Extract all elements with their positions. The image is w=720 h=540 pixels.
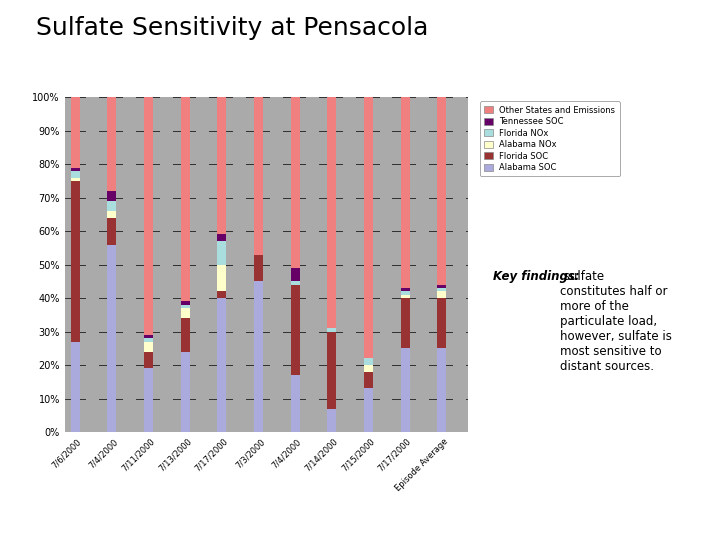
Bar bbox=[107, 218, 117, 245]
Bar bbox=[254, 254, 263, 281]
Bar bbox=[437, 285, 446, 288]
Bar bbox=[400, 348, 410, 432]
Bar bbox=[416, 97, 429, 432]
Bar bbox=[364, 365, 373, 372]
Bar bbox=[437, 292, 446, 298]
Bar bbox=[437, 298, 446, 348]
Bar bbox=[160, 97, 173, 432]
Bar bbox=[107, 201, 117, 211]
Bar bbox=[328, 328, 336, 332]
Bar bbox=[328, 97, 336, 328]
Bar bbox=[181, 352, 190, 432]
Bar bbox=[453, 97, 466, 432]
Bar bbox=[217, 241, 227, 265]
Bar bbox=[217, 97, 227, 234]
Bar bbox=[71, 181, 80, 342]
Bar bbox=[291, 375, 300, 432]
Bar bbox=[181, 318, 190, 352]
Bar bbox=[181, 301, 190, 305]
Bar bbox=[86, 97, 99, 432]
Bar bbox=[400, 298, 410, 348]
Bar bbox=[71, 178, 80, 181]
Bar bbox=[254, 281, 263, 432]
Text: Sulfate Sensitivity at Pensacola: Sulfate Sensitivity at Pensacola bbox=[36, 16, 428, 40]
Bar bbox=[306, 97, 319, 432]
Bar bbox=[343, 97, 356, 432]
Bar bbox=[217, 234, 227, 241]
Bar bbox=[107, 245, 117, 432]
Bar bbox=[217, 292, 227, 298]
Bar bbox=[181, 308, 190, 318]
Bar bbox=[400, 295, 410, 298]
Bar bbox=[291, 97, 300, 268]
Bar bbox=[107, 97, 117, 191]
Bar bbox=[144, 352, 153, 368]
Bar bbox=[217, 298, 227, 432]
Bar bbox=[291, 281, 300, 285]
Bar bbox=[107, 191, 117, 201]
Bar bbox=[254, 97, 263, 254]
Bar bbox=[71, 342, 80, 432]
Bar bbox=[379, 97, 392, 432]
Bar bbox=[71, 97, 80, 167]
Bar bbox=[144, 338, 153, 342]
Text: Key findings:: Key findings: bbox=[493, 270, 580, 283]
Bar bbox=[181, 305, 190, 308]
Bar bbox=[437, 97, 446, 285]
Bar bbox=[144, 335, 153, 338]
Bar bbox=[364, 388, 373, 432]
Bar bbox=[123, 97, 136, 432]
Bar bbox=[144, 368, 153, 432]
Bar bbox=[400, 288, 410, 292]
Legend: Other States and Emissions, Tennessee SOC, Florida NOx, Alabama NOx, Florida SOC: Other States and Emissions, Tennessee SO… bbox=[480, 102, 620, 176]
Bar bbox=[181, 97, 190, 301]
Bar bbox=[328, 409, 336, 432]
Bar bbox=[71, 167, 80, 171]
Bar bbox=[197, 97, 210, 432]
Bar bbox=[437, 288, 446, 292]
Bar bbox=[144, 342, 153, 352]
Text: sulfate
constitutes half or
more of the
particulate load,
however, sulfate is
mo: sulfate constitutes half or more of the … bbox=[560, 270, 672, 373]
Bar bbox=[144, 97, 153, 335]
Bar bbox=[328, 332, 336, 409]
Bar bbox=[270, 97, 282, 432]
Bar bbox=[364, 372, 373, 388]
Bar bbox=[107, 211, 117, 218]
Bar bbox=[233, 97, 246, 432]
Bar bbox=[364, 97, 373, 359]
Bar bbox=[400, 97, 410, 288]
Bar bbox=[71, 171, 80, 178]
Bar bbox=[437, 348, 446, 432]
Bar bbox=[217, 265, 227, 292]
Bar bbox=[291, 285, 300, 375]
Bar bbox=[291, 268, 300, 281]
Bar bbox=[400, 292, 410, 295]
Bar bbox=[364, 359, 373, 365]
